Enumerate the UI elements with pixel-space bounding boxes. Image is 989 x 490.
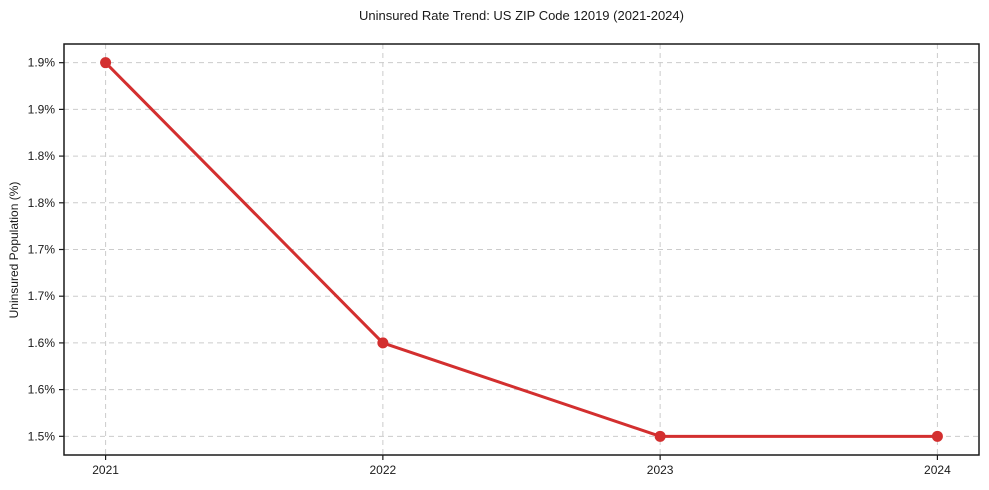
y-tick-label: 1.9% (28, 56, 56, 70)
y-tick-label: 1.6% (28, 383, 56, 397)
y-tick-label: 1.5% (28, 429, 56, 443)
y-tick-label: 1.8% (28, 196, 56, 210)
y-tick-label: 1.7% (28, 289, 56, 303)
y-tick-label: 1.9% (28, 102, 56, 116)
data-point-marker-2022 (377, 337, 389, 349)
trend-line (104, 61, 939, 438)
x-tick-label: 2023 (647, 463, 674, 477)
x-tick-label: 2024 (924, 463, 951, 477)
y-tick-label: 1.8% (28, 149, 56, 163)
chart-title: Uninsured Rate Trend: US ZIP Code 12019 … (359, 8, 684, 23)
data-point-marker-2023 (654, 430, 666, 442)
x-tick-label: 2022 (370, 463, 397, 477)
y-tick-label: 1.6% (28, 336, 56, 350)
x-tick-label: 2021 (92, 463, 119, 477)
data-point-marker-2021 (100, 57, 112, 69)
y-tick-label: 1.7% (28, 243, 56, 257)
data-point-marker-2024 (931, 430, 943, 442)
